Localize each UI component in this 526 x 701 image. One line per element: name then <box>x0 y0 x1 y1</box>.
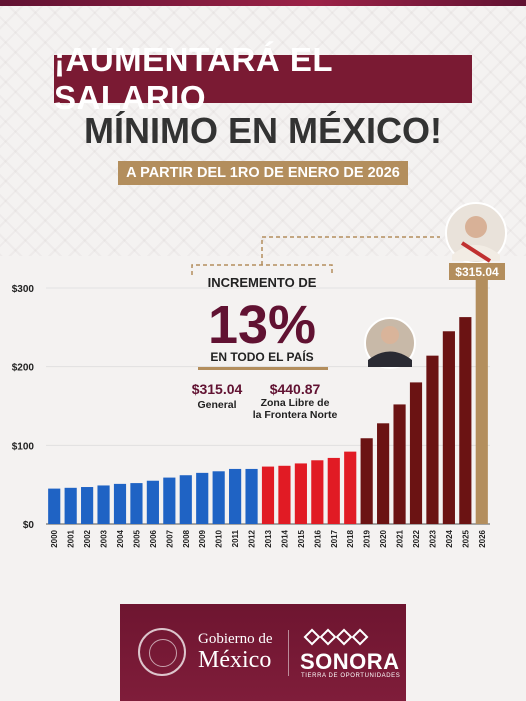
subtitle-banner: A PARTIR DEL 1RO DE ENERO DE 2026 <box>118 161 408 185</box>
callout-divider <box>198 367 328 370</box>
callout-percent: 13% <box>208 295 316 355</box>
x-tick-label: 2018 <box>346 529 355 547</box>
bar-2015 <box>294 463 307 524</box>
x-tick-label: 2026 <box>478 529 487 547</box>
bar-2002 <box>81 487 94 524</box>
bar-2006 <box>146 480 159 524</box>
top-strip <box>0 0 526 6</box>
bar-2005 <box>130 483 143 524</box>
x-tick-label: 2011 <box>231 529 240 547</box>
bar-2001 <box>64 487 77 524</box>
bar-2013 <box>261 466 275 524</box>
gobierno-line-1: Gobierno de <box>198 631 273 647</box>
bar-2010 <box>212 471 225 524</box>
top-badge-bg <box>449 263 505 280</box>
sonora-name: SONORA <box>300 649 400 674</box>
footer-divider <box>288 630 289 676</box>
gobierno-line-2: México <box>198 647 272 673</box>
minimum-wage-chart: 2000 2001 2002 2003 2004 2005 2006 2007 2008 2009… <box>12 202 507 548</box>
x-tick-label: 2014 <box>280 529 289 547</box>
sonora-logo-icon <box>303 628 386 646</box>
footer-banner: Gobierno de México SONORA TIERRA DE OPOR… <box>120 604 406 701</box>
president-portrait-1 <box>364 317 416 369</box>
president-portrait-2 <box>445 202 507 264</box>
callout-bracket <box>191 264 333 275</box>
bar-2017 <box>327 457 340 524</box>
bar-2011 <box>229 468 242 524</box>
x-tick-label: 2016 <box>313 529 322 547</box>
x-tick-label: 2017 <box>330 529 339 547</box>
bar-2020 <box>377 423 390 524</box>
y-tick-label: $0 <box>23 520 35 531</box>
bar-2014 <box>278 465 291 524</box>
bar-2025 <box>459 317 472 524</box>
y-tick-label: $300 <box>12 284 35 295</box>
general-label: General <box>197 399 236 411</box>
bar-2008 <box>179 475 192 524</box>
bar-2009 <box>196 472 209 524</box>
bar-2022 <box>409 382 423 524</box>
bar-2018 <box>344 451 357 524</box>
x-tick-label: 2004 <box>116 529 125 547</box>
bar-2003 <box>97 485 110 524</box>
background-pattern <box>0 6 526 256</box>
bar-2016 <box>311 460 324 524</box>
bar-2024 <box>442 331 455 524</box>
x-tick-label: 2020 <box>379 529 388 547</box>
x-tick-label: 2023 <box>428 529 437 547</box>
x-tick-label: 2021 <box>396 529 405 547</box>
x-tick-label: 2001 <box>67 529 76 547</box>
title-line-1: ¡AUMENTARÁ EL SALARIO <box>54 41 472 116</box>
x-tick-label: 2010 <box>215 529 224 547</box>
sonora-tagline: TIERRA DE OPORTUNIDADES <box>301 673 401 679</box>
bar-2026 <box>475 276 488 524</box>
x-tick-label: 2006 <box>149 529 158 547</box>
x-tick-label: 2019 <box>363 529 372 547</box>
x-tick-label: 2008 <box>182 529 191 547</box>
bar-2000 <box>48 488 61 524</box>
bar-2023 <box>426 355 439 524</box>
x-tick-label: 2012 <box>248 529 257 547</box>
callout-scope: EN TODO EL PAÍS <box>210 349 313 364</box>
x-tick-label: 2025 <box>461 529 470 547</box>
callout-connector <box>261 236 440 265</box>
x-tick-label: 2022 <box>412 529 421 547</box>
bar-2007 <box>163 477 176 524</box>
x-tick-label: 2002 <box>83 529 92 547</box>
frontera-value: $440.87 <box>270 381 321 397</box>
x-tick-label: 2000 <box>50 529 59 547</box>
general-value: $315.04 <box>192 381 243 397</box>
bar-2019 <box>360 438 373 524</box>
bar-2021 <box>393 404 406 524</box>
y-tick-label: $100 <box>12 441 35 452</box>
x-tick-label: 2005 <box>132 529 141 547</box>
x-tick-label: 2024 <box>445 529 454 547</box>
x-tick-label: 2009 <box>198 529 207 547</box>
callout-heading: INCREMENTO DE <box>208 275 317 290</box>
national-seal-icon <box>138 628 186 676</box>
frontera-label-line-1: Zona Libre de <box>261 397 330 409</box>
frontera-label-line-2: la Frontera Norte <box>253 409 338 421</box>
x-tick-label: 2003 <box>100 529 109 547</box>
x-tick-label: 2015 <box>297 529 306 547</box>
x-tick-label: 2007 <box>165 529 174 547</box>
bar-2012 <box>245 468 258 524</box>
top-badge: $315.04 <box>455 265 499 279</box>
bar-2004 <box>113 483 127 524</box>
y-tick-label: $200 <box>12 363 35 374</box>
x-tick-label: 2013 <box>264 529 273 547</box>
title-line-2: MÍNIMO EN MÉXICO! <box>84 110 442 151</box>
